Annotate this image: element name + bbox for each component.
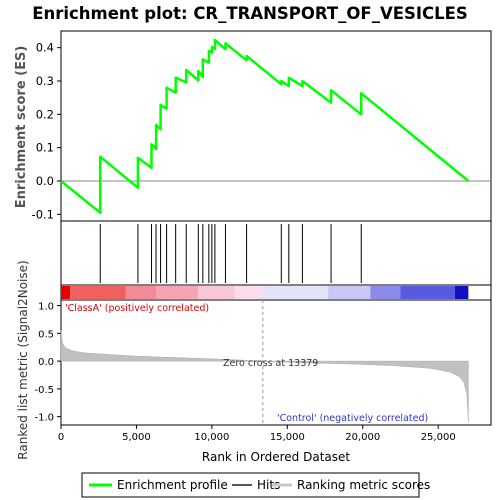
legend-enrichment-label: Enrichment profile [117, 478, 228, 492]
metric-y-tick-label: 1.0 [38, 302, 54, 313]
metric-y-tick-label: 0.0 [38, 357, 54, 368]
es-y-tick-label: 0.4 [36, 41, 54, 55]
es-y-tick-label: -0.1 [32, 207, 54, 221]
metric-layer [60, 300, 469, 425]
rank-band-segment [198, 286, 235, 299]
rank-band-segment [70, 286, 126, 299]
rank-band-segment [400, 286, 455, 299]
metric-y-tick-label: -0.5 [34, 385, 54, 396]
x-tick-label: 25,000 [421, 432, 456, 443]
es-layer [60, 38, 491, 214]
rank-band-segment [234, 286, 263, 299]
enrichment-profile-line [60, 38, 470, 214]
negative-class-label: 'Control' (negatively correlated) [277, 413, 428, 424]
hits-panel-frame [60, 220, 492, 286]
es-y-tick-label: 0.2 [36, 107, 54, 121]
es-y-axis-label: Enrichment score (ES) [14, 46, 29, 209]
rank-band-segment [61, 286, 71, 299]
x-axis-label: Rank in Ordered Dataset [202, 450, 350, 464]
x-tick-label: 0 [58, 432, 64, 443]
x-tick-label: 15,000 [270, 432, 305, 443]
metric-y-tick-label: -1.0 [34, 413, 54, 424]
hits-layer [99, 224, 362, 283]
es-y-tick-label: 0.0 [36, 174, 54, 188]
es-y-tick-label: 0.3 [36, 74, 54, 88]
chart-title: Enrichment plot: CR_TRANSPORT_OF_VESICLE… [32, 4, 468, 23]
es-panel-frame [60, 30, 492, 222]
metric-y-tick-label: 0.5 [38, 329, 54, 340]
ranking-metric-area [60, 330, 469, 423]
rank-band-segment [262, 286, 329, 299]
x-tick-label: 10,000 [194, 432, 229, 443]
metric-y-axis-label: Ranked list metric (Signal2Noise) [16, 260, 30, 459]
rank-band-segment [156, 286, 199, 299]
es-y-tick-label: 0.1 [36, 141, 54, 155]
x-tick-label: 20,000 [345, 432, 380, 443]
rank-band-segment [125, 286, 157, 299]
rank-band-segment [328, 286, 371, 299]
legend-metric-label: Ranking metric scores [297, 478, 430, 492]
axes-layer: -0.1 0.0 0.1 0.2 0.3 0.4 -1.0 -0.5 0.0 0.5 1.0 0 5,0… [32, 41, 456, 443]
zero-cross-label: Zero cross at 13379 [223, 358, 318, 369]
rank-band-segment [370, 286, 401, 299]
positive-class-label: 'ClassA' (positively correlated) [65, 303, 209, 314]
ranking-color-band [61, 286, 469, 299]
legend-hits-label: Hits [257, 478, 280, 492]
x-tick-label: 5,000 [122, 432, 151, 443]
rank-band-segment [454, 286, 469, 299]
legend: Enrichment profile Hits Ranking metric s… [81, 472, 430, 498]
